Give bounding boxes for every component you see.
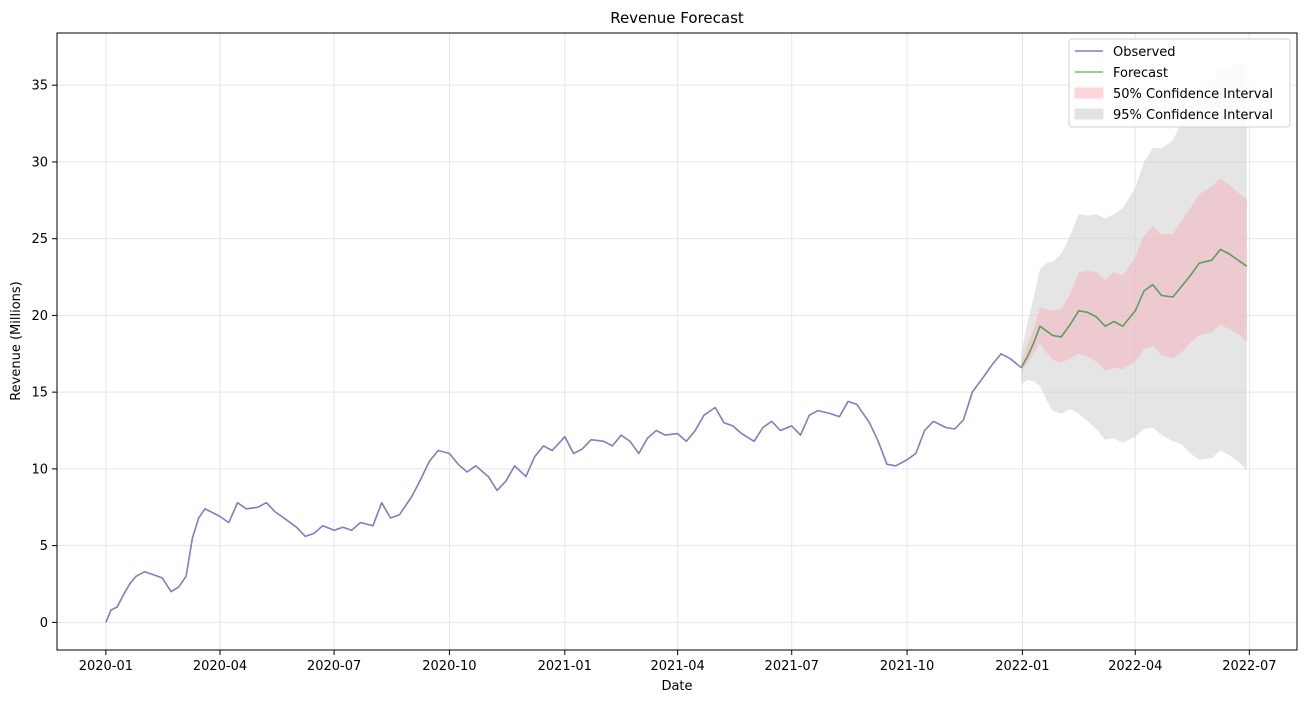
- x-tick-label: 2021-07: [765, 659, 819, 674]
- y-tick-label: 35: [31, 79, 48, 94]
- x-tick-label: 2021-10: [880, 659, 934, 674]
- series-lines-layer: [105, 248, 1248, 623]
- y-axis-ticks: 0 5 10 15 20 25 30 35: [31, 79, 57, 631]
- y-tick-label: 0: [40, 616, 48, 631]
- x-tick-label: 2020-01: [79, 659, 133, 674]
- y-tick-label: 15: [31, 386, 48, 401]
- ci50-band-layer: [1021, 178, 1247, 373]
- legend-label: 50% Confidence Interval: [1113, 87, 1273, 102]
- y-tick-label: 10: [31, 462, 48, 477]
- legend-label: Observed: [1113, 45, 1176, 60]
- chart-title: Revenue Forecast: [610, 9, 744, 27]
- legend-label: Forecast: [1113, 66, 1168, 81]
- x-axis-label: Date: [661, 679, 692, 694]
- x-tick-label: 2020-04: [193, 659, 247, 674]
- y-axis-label: Revenue (Millions): [9, 281, 24, 401]
- x-tick-label: 2021-04: [650, 659, 704, 674]
- x-tick-label: 2022-01: [995, 659, 1049, 674]
- y-tick-label: 20: [31, 309, 48, 324]
- legend: Observed Forecast 50% Confidence Interval 9…: [1068, 38, 1291, 128]
- observed-series-line: [105, 353, 1022, 623]
- ci50-band: [1021, 178, 1247, 373]
- x-axis-ticks: 2020-01 2020-04 2020-07 2020-10 2021-01 2021-…: [79, 650, 1277, 674]
- forecast-series-line: [1020, 248, 1248, 368]
- legend-patch-swatch: [1074, 87, 1104, 99]
- legend-box: [1068, 38, 1291, 128]
- y-tick-label: 30: [31, 155, 48, 170]
- x-tick-label: 2020-10: [422, 659, 476, 674]
- x-tick-label: 2021-01: [538, 659, 592, 674]
- y-tick-label: 5: [40, 539, 48, 554]
- x-tick-label: 2020-07: [307, 659, 361, 674]
- y-tick-label: 25: [31, 232, 48, 247]
- x-tick-label: 2022-07: [1222, 659, 1276, 674]
- legend-label: 95% Confidence Interval: [1113, 108, 1273, 123]
- x-tick-label: 2022-04: [1108, 659, 1162, 674]
- legend-patch-swatch: [1074, 108, 1104, 120]
- plot-frame: [56, 32, 1298, 651]
